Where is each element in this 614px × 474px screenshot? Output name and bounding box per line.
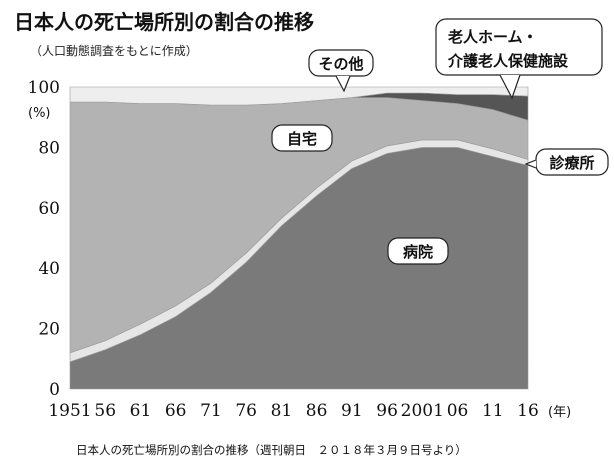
x-tick-label: 06 — [447, 401, 469, 421]
chart-caption: 日本人の死亡場所別の割合の推移（週刊朝日 ２０１８年３月９日号より） — [76, 443, 467, 457]
x-tick-label: 91 — [341, 401, 363, 421]
y-tick-label: 40 — [38, 259, 60, 279]
annotation-other-text: その他 — [318, 55, 363, 73]
y-tick-label: 80 — [38, 138, 60, 158]
y-axis-tick-labels: 0 20 40 60 80 100 — [28, 78, 60, 400]
area-layers — [69, 86, 529, 390]
y-unit-label: (%) — [28, 106, 51, 121]
x-tick-label: 16 — [517, 401, 539, 421]
x-tick-label: 71 — [200, 401, 222, 421]
annotation-hospital-text: 病院 — [403, 243, 433, 261]
x-axis-tick-labels: 1951 56 61 66 71 76 81 86 91 96 2001 06 11 16 — [48, 401, 538, 421]
x-tick-label: 1951 — [48, 401, 91, 421]
annotation-nursing-home: 老人ホーム・ 介護老人保健施設 — [435, 18, 603, 100]
annotation-hospital: 病院 — [387, 237, 449, 265]
x-tick-label: 76 — [235, 401, 257, 421]
x-tick-label: 86 — [306, 401, 328, 421]
y-tick-label: 100 — [28, 78, 60, 98]
x-tick-label: 56 — [94, 401, 116, 421]
x-tick-label: 2001 — [401, 401, 444, 421]
annotation-home-text: 自宅 — [287, 130, 317, 148]
x-tick-label: 66 — [165, 401, 187, 421]
annotation-home: 自宅 — [271, 124, 333, 152]
area-series-4 — [69, 86, 529, 106]
chart-title: 日本人の死亡場所別の割合の推移 — [14, 10, 314, 34]
annotation-clinic: 診療所 — [524, 148, 609, 176]
annotation-clinic-text: 診療所 — [549, 154, 594, 172]
x-tick-label: 61 — [130, 401, 152, 421]
chart-subtitle: （人口動態調査をもとに作成） — [30, 43, 198, 58]
y-tick-label: 20 — [38, 320, 60, 340]
y-tick-label: 60 — [38, 199, 60, 219]
x-unit-label: (年) — [548, 405, 571, 420]
annotation-nursing-home-text-1: 老人ホーム・ — [447, 28, 538, 46]
annotation-nursing-home-text-2: 介護老人保健施設 — [447, 52, 569, 70]
y-tick-label: 0 — [49, 380, 60, 400]
x-tick-label: 96 — [376, 401, 398, 421]
annotation-other: その他 — [308, 49, 374, 93]
x-tick-label: 11 — [482, 401, 504, 421]
x-tick-label: 81 — [271, 401, 293, 421]
